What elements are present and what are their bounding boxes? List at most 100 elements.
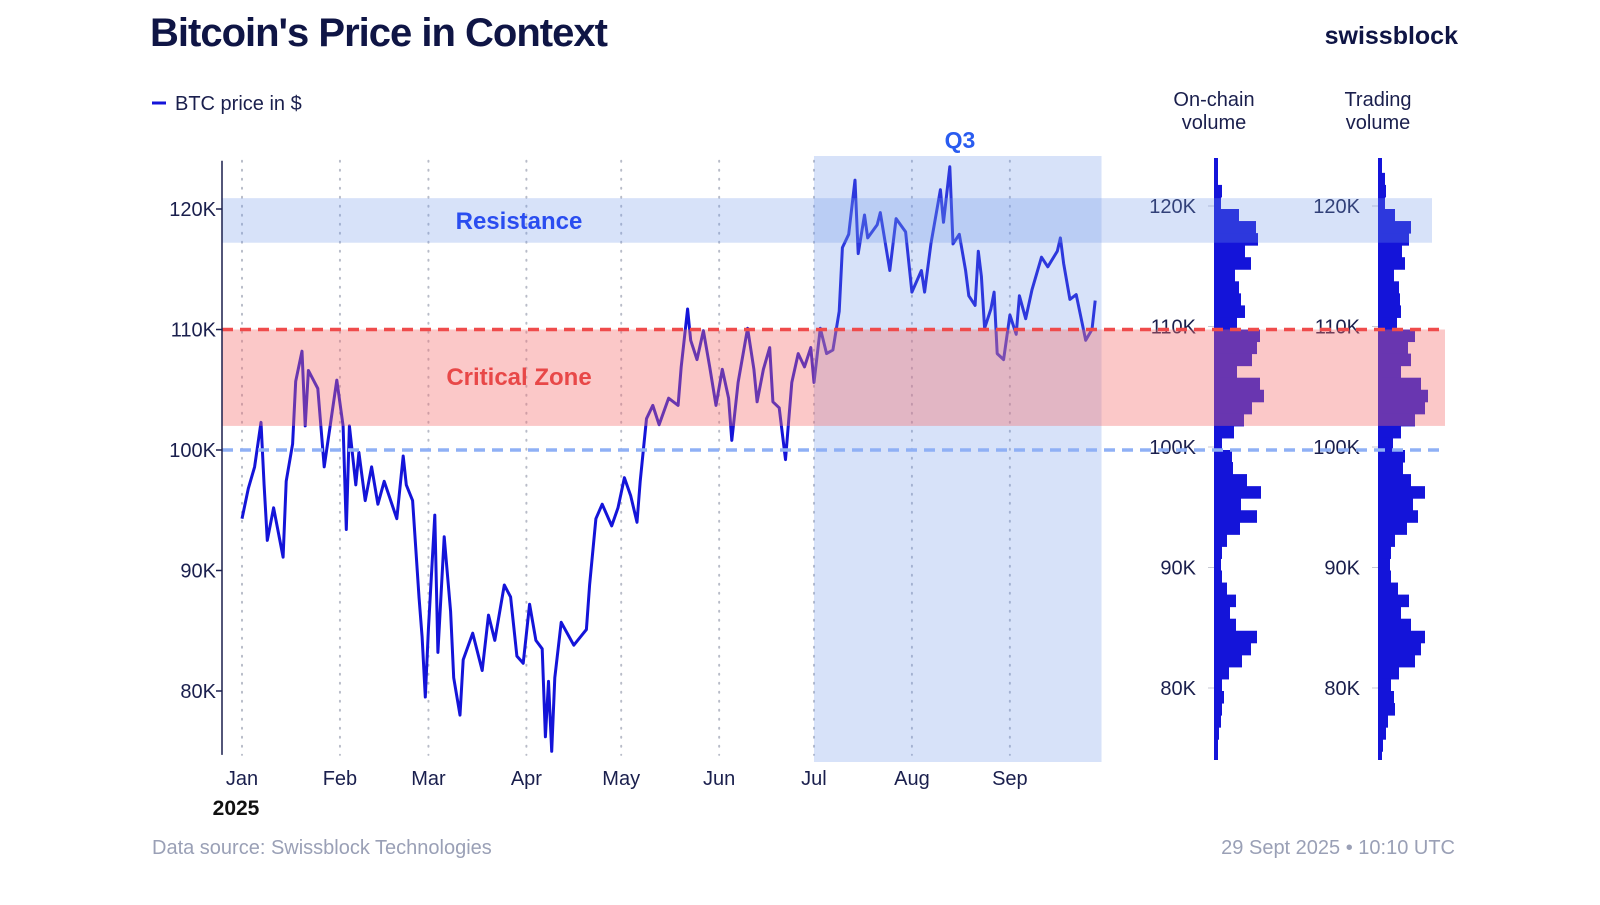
swissblock-logo: swissblock	[1325, 22, 1458, 50]
x-tick-label: Mar	[411, 768, 446, 790]
trading-volume-bar	[1378, 353, 1411, 367]
onchain-y-tick-label: 90K	[1160, 558, 1196, 580]
y-tick-label: 80K	[180, 681, 216, 703]
year-label: 2025	[213, 797, 260, 820]
x-tick-label: May	[602, 768, 640, 790]
trading-volume-bar	[1378, 377, 1421, 391]
onchain-volume-bar	[1214, 630, 1257, 644]
onchain-volume-bar	[1214, 642, 1251, 656]
trading-volume-bar	[1378, 329, 1415, 343]
onchain-volume-bar	[1214, 233, 1258, 246]
onchain-volume-bar	[1214, 305, 1245, 318]
onchain-volume-bar	[1214, 522, 1240, 535]
volume-histograms: 80K 90K 100K 110K 120K 80K 90K 100K 110K 120K	[1149, 158, 1428, 760]
trading-volume-bar	[1378, 630, 1425, 644]
onchain-volume-bar	[1214, 209, 1239, 222]
onchain-y-tick-label: 100K	[1149, 437, 1196, 459]
trading-y-tick-label: 80K	[1324, 678, 1360, 700]
trading-volume-bar	[1378, 486, 1425, 499]
y-tick-label: 120K	[169, 199, 216, 221]
onchain-volume-bar	[1214, 486, 1261, 499]
onchain-volume-bar	[1214, 474, 1247, 487]
x-tick-label: Apr	[511, 768, 542, 790]
axes: Jan Feb Mar Apr May Jun Jul Aug Sep 80K 90K 100K 110…	[169, 160, 1028, 790]
critical-zone-band	[222, 329, 1445, 426]
trading-volume-bar	[1378, 642, 1421, 656]
resistance-band	[222, 198, 1432, 243]
y-tick-label: 110K	[171, 320, 217, 342]
onchain-y-tick-label: 110K	[1151, 317, 1197, 339]
onchain-volume-bar	[1214, 401, 1252, 415]
trading-volume-title-2: volume	[1346, 112, 1410, 134]
trading-volume-bar	[1378, 401, 1425, 415]
x-tick-label: Sep	[992, 768, 1028, 790]
q3-shaded-region	[813, 156, 1102, 762]
onchain-volume-bar	[1214, 353, 1252, 367]
onchain-volume-bar	[1214, 365, 1237, 379]
y-tick-label: 100K	[169, 440, 216, 462]
trading-volume-bar	[1378, 257, 1405, 270]
gridlines	[241, 159, 1011, 756]
x-tick-label: Jun	[703, 768, 735, 790]
onchain-volume-baseline	[1214, 158, 1218, 760]
onchain-volume-bar	[1214, 413, 1244, 427]
btc-price-line	[240, 165, 1097, 753]
trading-volume-bar	[1378, 666, 1399, 680]
trading-volume-bar	[1378, 305, 1401, 318]
q3-label: Q3	[945, 127, 976, 153]
onchain-volume-bar	[1214, 341, 1257, 355]
x-tick-label: Aug	[894, 768, 930, 790]
trading-volume-bar	[1378, 281, 1399, 294]
trading-volume-bar	[1378, 413, 1415, 427]
trading-volume-bar	[1378, 365, 1401, 379]
onchain-volume-bar	[1214, 510, 1257, 523]
onchain-volume-bar	[1214, 594, 1236, 608]
onchain-volume-bar	[1214, 389, 1264, 403]
legend: BTC price in $	[152, 93, 302, 115]
onchain-volume-bar	[1214, 654, 1242, 668]
trading-volume-bar	[1378, 221, 1411, 234]
onchain-volume-bar	[1214, 618, 1236, 632]
onchain-volume-bar	[1214, 293, 1241, 306]
trading-volume-bar	[1378, 245, 1402, 258]
trading-volume-bar	[1378, 474, 1411, 487]
trading-volume-bar	[1378, 317, 1397, 330]
trading-volume-bar	[1378, 618, 1411, 632]
onchain-volume-bar	[1214, 425, 1234, 439]
trading-volume-bar	[1378, 522, 1407, 535]
trading-volume-bar	[1378, 209, 1395, 222]
legend-label: BTC price in $	[175, 93, 302, 115]
trading-volume-bar	[1378, 654, 1415, 668]
onchain-volume-title-1: On-chain	[1173, 89, 1254, 111]
trading-volume-bar	[1378, 462, 1403, 475]
data-source: Data source: Swissblock Technologies	[152, 837, 492, 859]
onchain-volume-bar	[1214, 221, 1256, 234]
onchain-y-tick-label: 120K	[1149, 196, 1196, 218]
trading-volume-bar	[1378, 293, 1400, 306]
trading-volume-bar	[1378, 534, 1395, 547]
onchain-volume-bar	[1214, 269, 1235, 282]
timestamp: 29 Sept 2025 • 10:10 UTC	[1221, 837, 1455, 859]
trading-volume-bar	[1378, 606, 1401, 620]
onchain-volume-bar	[1214, 257, 1251, 270]
onchain-volume-bar	[1214, 317, 1237, 330]
critical-zone-label: Critical Zone	[446, 364, 591, 391]
trading-volume-bar	[1378, 233, 1409, 246]
onchain-volume-title-2: volume	[1182, 112, 1246, 134]
trading-volume-bar	[1378, 582, 1398, 596]
onchain-volume-bar	[1214, 691, 1224, 704]
onchain-volume-bar	[1214, 450, 1232, 463]
trading-volume-bar	[1378, 715, 1388, 728]
onchain-volume-bar	[1214, 377, 1260, 391]
onchain-volume-bar	[1214, 329, 1260, 343]
onchain-volume-bar	[1214, 498, 1241, 511]
chart-title: Bitcoin's Price in Context	[150, 11, 608, 55]
onchain-volume-bar	[1214, 281, 1239, 294]
onchain-volume-bar	[1214, 462, 1233, 475]
trading-volume-bar	[1378, 594, 1409, 608]
x-tick-label: Feb	[323, 768, 357, 790]
trading-volume-bar	[1378, 425, 1401, 439]
onchain-y-tick-label: 80K	[1160, 678, 1196, 700]
y-tick-label: 90K	[180, 561, 216, 583]
x-tick-label: Jan	[226, 768, 258, 790]
